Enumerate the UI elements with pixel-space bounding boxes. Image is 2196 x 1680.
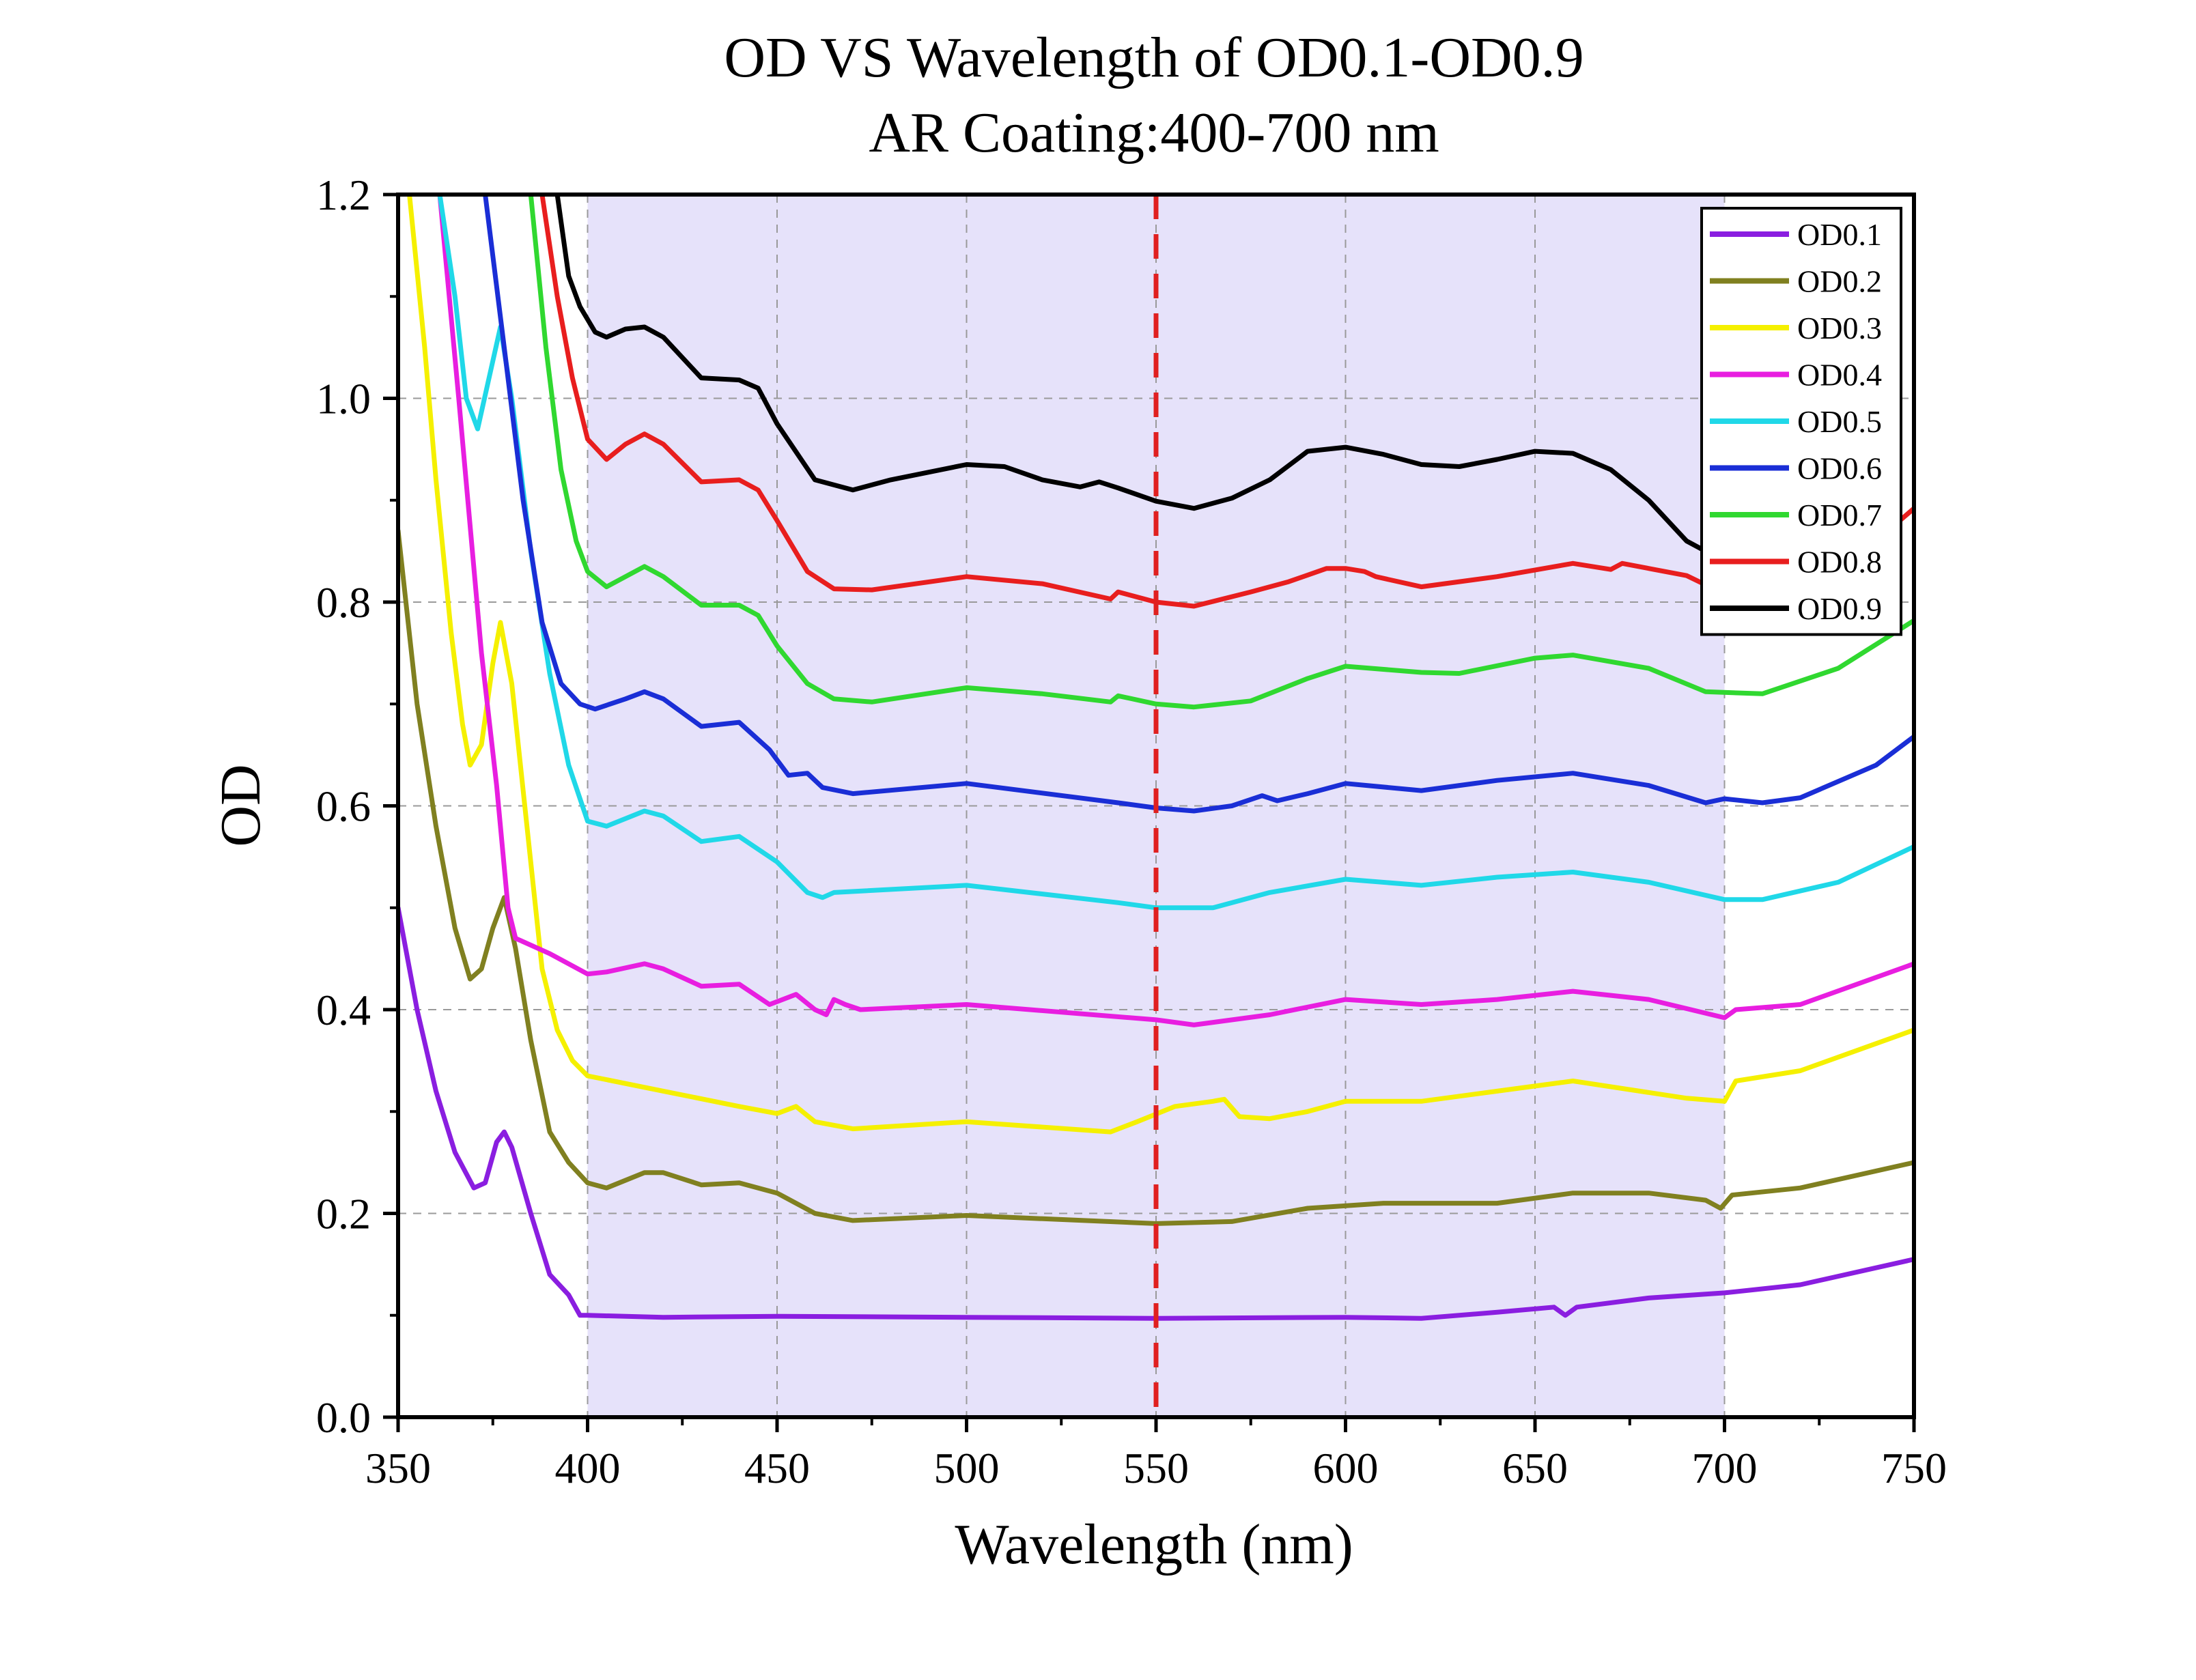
y-tick-label: 0.2 — [316, 1190, 371, 1238]
x-tick-label: 650 — [1502, 1444, 1568, 1492]
legend-label: OD0.8 — [1797, 545, 1882, 580]
x-tick-label: 700 — [1692, 1444, 1758, 1492]
series-line-od02 — [398, 528, 1914, 1226]
series-line-od06 — [483, 195, 1914, 814]
x-tick-label: 600 — [1313, 1444, 1379, 1492]
y-tick-label: 0.4 — [316, 986, 371, 1034]
y-axis-title: OD — [209, 764, 272, 846]
y-tick-label: 0.8 — [316, 578, 371, 627]
series-line-od04 — [437, 195, 1914, 1027]
series-lines — [398, 195, 1914, 1321]
x-tick-label: 450 — [744, 1444, 810, 1492]
legend-label: OD0.7 — [1797, 498, 1882, 532]
x-axis-title: Wavelength (nm) — [955, 1513, 1353, 1576]
x-tick-label: 400 — [555, 1444, 621, 1492]
x-axis-ticks: 350 400 450 500 550 600 650 700 750 — [365, 1417, 1947, 1492]
y-tick-label: 0.6 — [316, 782, 371, 831]
legend-label: OD0.6 — [1797, 451, 1882, 486]
legend-label: OD0.4 — [1797, 358, 1882, 393]
chart-subtitle: AR Coating:400-700 nm — [869, 101, 1439, 165]
y-tick-label: 1.0 — [316, 375, 371, 423]
x-tick-label: 750 — [1881, 1444, 1947, 1492]
y-tick-label: 0.0 — [316, 1393, 371, 1442]
x-tick-label: 500 — [934, 1444, 1000, 1492]
legend: OD0.1 OD0.2 OD0.3 OD0.4 OD0.5 OD0.6 OD0.7 OD0.8… — [1700, 207, 1902, 636]
series-line-od09 — [554, 195, 1738, 569]
series-line-od03 — [407, 195, 1914, 1135]
series-line-od08 — [539, 195, 1914, 609]
x-tick-label: 350 — [365, 1444, 431, 1492]
legend-label: OD0.1 — [1797, 217, 1882, 252]
legend-label: OD0.3 — [1797, 311, 1882, 345]
chart-title: OD VS Wavelength of OD0.1-OD0.9 — [724, 26, 1583, 89]
x-tick-label: 550 — [1123, 1444, 1189, 1492]
series-line-od01 — [398, 905, 1914, 1321]
legend-label: OD0.5 — [1797, 404, 1882, 439]
legend-label: OD0.9 — [1797, 591, 1882, 626]
legend-label: OD0.2 — [1797, 264, 1882, 299]
series-line-od07 — [528, 195, 1914, 710]
y-axis-ticks: 0.0 0.2 0.4 0.6 0.8 1.0 1.2 — [316, 171, 398, 1442]
y-tick-label: 1.2 — [316, 171, 371, 219]
